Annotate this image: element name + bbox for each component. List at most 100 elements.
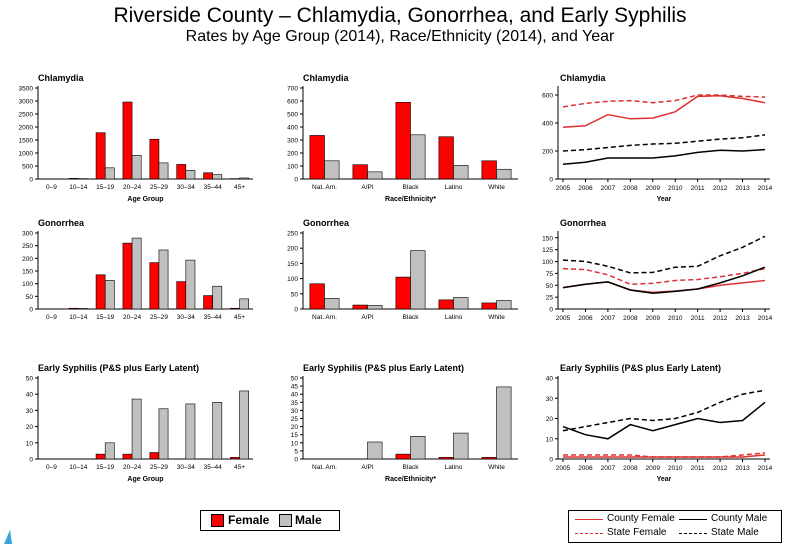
- chart-gonorrhea-year: Gonorrhea 0 25 50 75 100 125 150 2005 2006 2007 200…: [542, 218, 772, 322]
- x-tick-label: 2010: [668, 465, 683, 472]
- y-tick-label: 0: [294, 177, 298, 184]
- x-tick-label: 2007: [601, 315, 616, 322]
- x-tick-label: 2010: [668, 315, 683, 322]
- x-tick-label: 2008: [623, 465, 638, 472]
- x-tick-label: 2007: [601, 465, 616, 472]
- male-bar: [410, 250, 426, 310]
- county-male-line: [562, 148, 766, 166]
- male-bar: [453, 297, 469, 310]
- female-bar: [149, 262, 160, 310]
- male-swatch: [279, 514, 292, 527]
- county-female-line: [563, 454, 766, 458]
- y-tick-label: 150: [542, 235, 553, 242]
- female-bar: [309, 283, 325, 310]
- x-tick-label: 2011: [691, 315, 705, 322]
- state-male-line: [562, 134, 766, 152]
- x-tick-label: Latino: [445, 464, 463, 471]
- y-tick-label: 50: [26, 294, 34, 301]
- male-bar: [239, 177, 249, 180]
- county-male-key: [679, 519, 707, 520]
- y-tick-label: 50: [26, 376, 34, 383]
- state-male-key: [679, 533, 707, 534]
- y-tick-label: 700: [287, 86, 298, 93]
- x-tick-label: Black: [403, 314, 420, 321]
- female-bar: [309, 135, 325, 180]
- x-tick-label: 2014: [758, 185, 773, 192]
- state-male-label: State Male: [711, 527, 759, 538]
- female-bar: [395, 101, 411, 180]
- y-tick-label: 200: [287, 246, 298, 253]
- state-female-key: [575, 533, 603, 534]
- x-tick-label: 2005: [556, 465, 571, 472]
- chart-chlamydia-year: Chlamydia 0 200 400 600 2005 2006 2007 2008 2009 2…: [542, 73, 773, 203]
- x-tick-label: 30–34: [177, 314, 195, 321]
- y-tick-label: 600: [542, 93, 553, 100]
- x-tick-label: 2011: [691, 185, 705, 192]
- chart-title: Early Syphilis (P&S plus Early Latent): [560, 363, 721, 373]
- y-tick-label: 10: [291, 440, 299, 447]
- male-bar: [453, 165, 469, 180]
- x-tick-label: Latino: [445, 314, 463, 321]
- x-tick-label: 2005: [556, 185, 571, 192]
- male-bar: [185, 170, 196, 180]
- male-bar: [239, 390, 249, 460]
- x-tick-label: White: [488, 464, 505, 471]
- male-bar: [185, 403, 196, 460]
- y-tick-label: 10: [26, 440, 34, 447]
- female-bar: [438, 136, 454, 180]
- x-tick-label: 20–24: [123, 314, 141, 321]
- male-bar: [158, 249, 169, 310]
- x-tick-label: 45+: [234, 314, 245, 321]
- male-bar: [324, 160, 340, 180]
- male-bar: [410, 436, 426, 460]
- x-tick-label: Latino: [445, 184, 463, 191]
- y-tick-label: 50: [291, 376, 299, 383]
- x-tick-label: 2012: [713, 315, 728, 322]
- female-bar: [122, 453, 133, 460]
- x-tick-label: 0–9: [46, 314, 57, 321]
- chart-syphilis-year: Early Syphilis (P&S plus Early Latent) 0 1…: [546, 363, 773, 483]
- y-tick-label: 0: [549, 177, 553, 184]
- x-tick-label: 2006: [578, 185, 593, 192]
- y-tick-label: 30: [26, 408, 34, 415]
- female-bar: [95, 132, 106, 180]
- x-tick-label: Nat. Am.: [312, 464, 337, 471]
- state-female-label: State Female: [607, 527, 667, 538]
- county-male-line: [562, 266, 766, 295]
- y-tick-label: 100: [287, 164, 298, 171]
- chart-chlamydia-age: Chlamydia 0 500 1000 1500 2000 2500 3000 3500 0–9…: [19, 73, 253, 203]
- x-axis-label: Age Group: [127, 476, 163, 483]
- female-bar: [230, 307, 240, 310]
- female-bar: [230, 457, 240, 460]
- x-tick-label: 2007: [601, 185, 616, 192]
- y-tick-label: 2000: [19, 125, 34, 132]
- x-tick-label: 2006: [578, 315, 593, 322]
- chart-chlamydia-race: Chlamydia 0 100 200 300 400 500 600 700 Nat. Am. A…: [287, 73, 518, 203]
- male-bar: [212, 285, 223, 310]
- y-tick-label: 125: [542, 247, 553, 254]
- y-tick-label: 0: [29, 307, 33, 314]
- x-tick-label: 10–14: [69, 314, 87, 321]
- y-tick-label: 3500: [19, 86, 34, 93]
- y-tick-label: 30: [291, 408, 299, 415]
- x-tick-label: 45+: [234, 464, 245, 471]
- chart-title: Chlamydia: [38, 73, 85, 83]
- chart-title: Gonorrhea: [303, 218, 350, 228]
- y-tick-label: 300: [22, 231, 33, 238]
- county-male-line: [562, 401, 766, 440]
- y-tick-label: 0: [294, 307, 298, 314]
- bar-legend: Female Male: [200, 510, 340, 531]
- male-bar: [131, 155, 142, 180]
- y-tick-label: 75: [546, 271, 554, 278]
- county-female-key: [575, 519, 603, 520]
- y-tick-label: 0: [29, 457, 33, 464]
- male-bar: [367, 171, 383, 180]
- x-axis-label: Age Group: [127, 196, 163, 203]
- y-tick-label: 400: [542, 121, 553, 128]
- female-bar: [95, 274, 106, 310]
- chart-title: Gonorrhea: [38, 218, 85, 228]
- female-bar: [481, 302, 497, 310]
- logo-fragment-icon: [4, 530, 12, 544]
- x-tick-label: A/PI: [361, 184, 373, 191]
- x-tick-label: 2010: [668, 185, 683, 192]
